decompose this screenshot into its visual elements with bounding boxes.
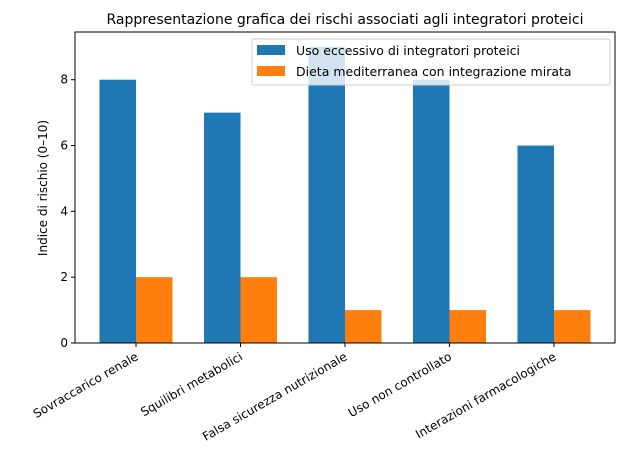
bar-series1 bbox=[99, 79, 136, 343]
y-axis-label: Indice di rischio (0–10) bbox=[36, 120, 50, 256]
x-tick-label: Squilibri metabolici bbox=[138, 349, 245, 419]
y-tick-label: 0 bbox=[60, 336, 68, 350]
chart-title: Rappresentazione grafica dei rischi asso… bbox=[106, 12, 583, 28]
bar-series2 bbox=[240, 277, 277, 343]
bar-series2 bbox=[345, 310, 382, 343]
legend-swatch bbox=[257, 45, 285, 55]
y-tick-label: 2 bbox=[60, 270, 68, 284]
x-tick-label: Sovraccarico renale bbox=[31, 349, 141, 420]
bar-series1 bbox=[413, 79, 450, 343]
x-tick-label: Uso non controllato bbox=[346, 349, 454, 420]
legend-swatch bbox=[257, 66, 285, 76]
bar-series1 bbox=[204, 112, 241, 343]
y-tick-label: 8 bbox=[60, 73, 68, 87]
y-tick-label: 6 bbox=[60, 139, 68, 153]
legend: Uso eccessivo di integratori proteici Die… bbox=[251, 38, 611, 86]
bar-series2 bbox=[554, 310, 591, 343]
bar-series1 bbox=[308, 46, 345, 344]
legend-label: Dieta mediterranea con integrazione mira… bbox=[296, 64, 572, 79]
bar-series2 bbox=[136, 277, 173, 343]
legend-label: Uso eccessivo di integratori proteici bbox=[296, 43, 520, 58]
legend-box bbox=[251, 38, 611, 86]
y-tick-label: 4 bbox=[60, 204, 68, 218]
bar-series2 bbox=[449, 310, 486, 343]
bar-series1 bbox=[517, 145, 554, 343]
